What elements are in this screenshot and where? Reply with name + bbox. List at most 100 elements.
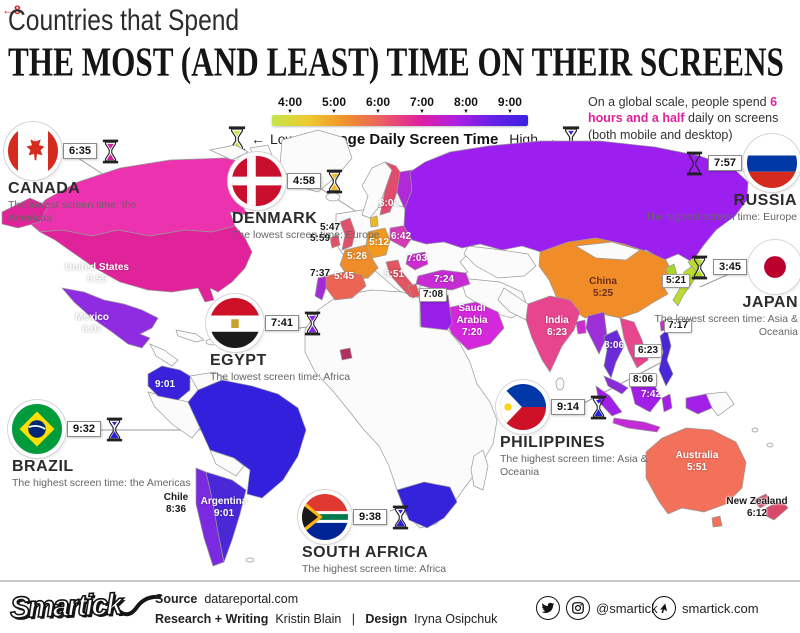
- map-label-italy: 5:51: [383, 269, 405, 280]
- map-label-new-zealand: New Zealand 6:12: [726, 496, 788, 519]
- legend-title: Average Daily Screen Time: [306, 130, 499, 148]
- country-cuba: [175, 329, 205, 343]
- map-label-turkey: 7:24: [433, 274, 455, 285]
- canada-time: 6:35: [63, 143, 98, 159]
- country-mongolia: [574, 241, 641, 261]
- map-label-ireland: 5:59: [309, 233, 331, 244]
- callout-note: The highest screen time: Africa: [302, 563, 447, 575]
- country-new-zealand-south: [765, 499, 789, 521]
- country-brazil: [187, 379, 307, 499]
- country-madagascar: [470, 449, 489, 491]
- country-sulawesi: [661, 393, 673, 413]
- country-denmark: [369, 215, 379, 228]
- map-label-mexico: Mexico 8:07: [75, 312, 109, 335]
- egypt-flag-icon: [210, 298, 260, 348]
- country-uk: [339, 217, 356, 251]
- country-colombia: [147, 365, 191, 401]
- callout-south-africa: 9:38 SOUTH AFRICA The highest screen tim…: [302, 494, 482, 576]
- map-label-sweden: 6:02: [378, 198, 400, 209]
- country-france: [339, 244, 379, 281]
- legend-tick: 7:00 ▼: [409, 95, 434, 115]
- corner-artifact: ←8: [2, 3, 21, 17]
- tick-triangle-icon: ▼: [462, 109, 469, 115]
- country-portugal: [314, 275, 327, 301]
- callout-brazil: 9:32 BRAZIL The highest screen time: the…: [12, 404, 222, 490]
- title-line1: Countries that Spend: [8, 4, 240, 37]
- country-turkey: [415, 269, 471, 291]
- canada-flag-icon: [8, 126, 58, 176]
- japan-flag-icon: [752, 244, 798, 290]
- legend-tick: 6:00 ▼: [365, 95, 390, 115]
- philippines-time: 9:14: [551, 399, 586, 415]
- callout-note: The lowest screen time: the Americas: [8, 199, 137, 225]
- country-java: [612, 417, 661, 433]
- callout-russia: 7:57 RUSSIA The highest screen time: Eur…: [645, 138, 797, 224]
- country-myanmar: [585, 311, 608, 355]
- instagram-icon: [566, 596, 590, 620]
- map-label-germany: 5:12: [368, 237, 390, 248]
- data-countries: [1, 140, 789, 567]
- egypt-time: 7:41: [265, 315, 300, 331]
- social-block: @smartick: [536, 596, 658, 620]
- country-iceland: [325, 192, 341, 202]
- country-sumatra: [595, 385, 623, 417]
- hourglass-icon: [691, 255, 708, 280]
- brazil-time: 9:32: [67, 421, 102, 437]
- map-label-france: 5:26: [346, 251, 368, 262]
- credits-line: Research + Writing Kristin Blain | Desig…: [155, 612, 498, 626]
- country-west-papua: [685, 393, 713, 415]
- country-spain: [325, 271, 367, 301]
- country-philippines: [658, 329, 674, 387]
- tick-triangle-icon: ▼: [375, 109, 381, 115]
- callout-country-name: PHILIPPINES: [500, 434, 606, 451]
- country-west-africa: [339, 347, 353, 361]
- title-line2: THE MOST (AND LEAST) TIME ON THEIR SCREE…: [8, 39, 784, 85]
- map-label-chile: Chile 8:36: [163, 492, 189, 515]
- map-label-spain: 5:45: [333, 271, 355, 282]
- central-america: [149, 343, 179, 367]
- callout-country-name: EGYPT: [210, 352, 267, 369]
- callout-note: The lowest screen time: Asia & Oceania: [654, 313, 798, 339]
- callout-japan: 3:45 JAPAN The lowest screen time: Asia …: [642, 244, 798, 339]
- callout-egypt: 7:41 EGYPT The lowest screen time: Afric…: [210, 298, 370, 384]
- country-thailand: [603, 329, 625, 379]
- smartick-logo: Smartick: [9, 587, 161, 626]
- map-label-taiwan: 7:17: [663, 319, 693, 333]
- callout-denmark: 4:58 DENMARK The lowest screen time: Eur…: [232, 156, 384, 242]
- russia-flag-icon: [747, 138, 797, 188]
- philippines-flag-icon: [500, 384, 546, 430]
- legend-tick: 8:00 ▼: [453, 95, 478, 115]
- callout-country-name: DENMARK: [232, 210, 318, 227]
- country-argentina: [205, 471, 247, 564]
- callout-note: The lowest screen time: Europe: [232, 229, 380, 241]
- country-alaska: [1, 197, 49, 229]
- pacific-island: [751, 427, 759, 433]
- map-label-portugal: 7:37: [309, 268, 331, 279]
- falkland-island: [245, 557, 255, 563]
- map-label-vietnam: 6:23: [633, 344, 663, 358]
- tick-triangle-icon: ▼: [418, 109, 425, 115]
- map-label-malaysia: 8:06: [628, 373, 658, 387]
- tick-triangle-icon: ▼: [287, 109, 293, 115]
- country-australia: [645, 427, 747, 515]
- source-line: Source datareportal.com: [155, 592, 299, 606]
- arctic-islands: [249, 144, 273, 159]
- country-pakistan: [497, 287, 529, 321]
- country-south-africa: [396, 481, 458, 529]
- map-label-argentina: Argentina 9:01: [200, 496, 248, 519]
- map-label-united-states: United States 6:59: [65, 262, 129, 285]
- callout-country-name: RUSSIA: [733, 192, 797, 209]
- map-label-colombia: 9:01: [154, 379, 176, 390]
- callout-country-name: BRAZIL: [12, 458, 74, 475]
- legend-tick: 4:00 ▼: [278, 95, 303, 115]
- country-bangladesh: [575, 319, 587, 335]
- south-africa-flag-icon: [302, 494, 348, 540]
- legend-tick: 5:00 ▼: [321, 95, 347, 115]
- denmark-flag-icon: [232, 156, 282, 206]
- country-india: [525, 295, 581, 373]
- hourglass-icon: [106, 417, 123, 442]
- map-label-poland: 6:42: [390, 231, 412, 242]
- arctic-islands: [208, 144, 249, 161]
